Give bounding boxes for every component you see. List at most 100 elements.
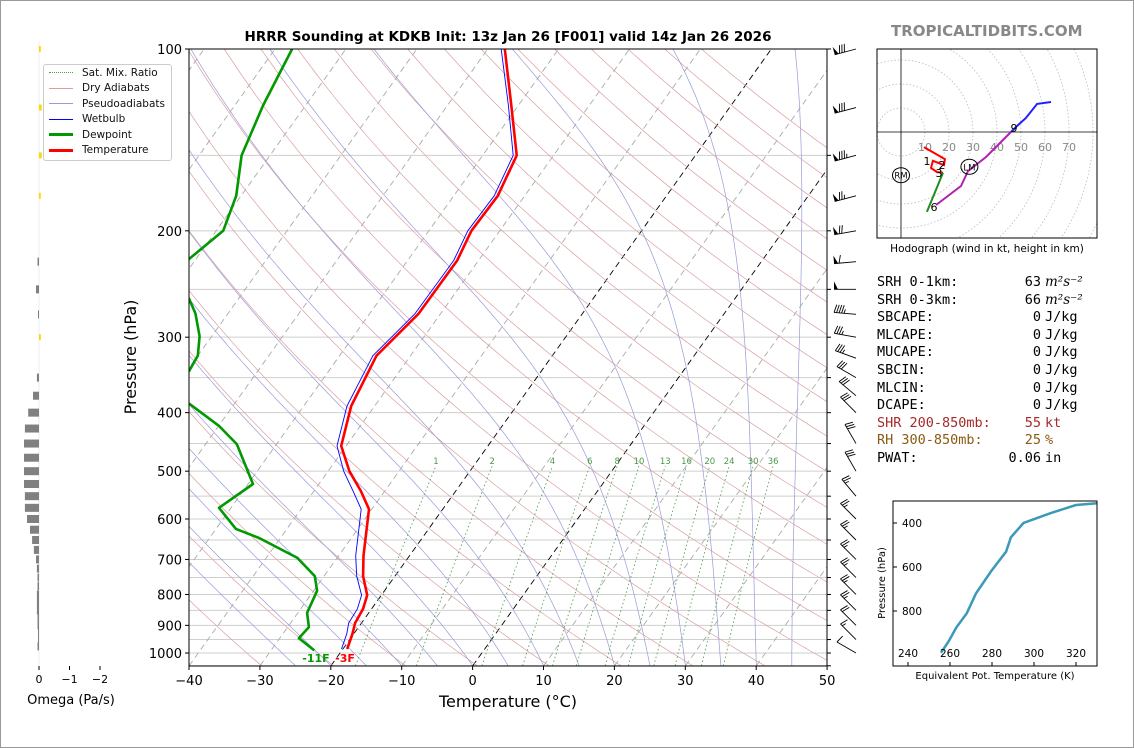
wind-barb (840, 519, 857, 541)
dry-adiabat (189, 290, 622, 666)
barb-full (841, 305, 845, 314)
isotherm (189, 49, 418, 369)
stat-label: MUCAPE: (877, 344, 934, 361)
dry-adiabat (189, 472, 406, 666)
wind-barb (840, 539, 857, 560)
barb-full (840, 392, 848, 398)
dry-adiabat (189, 411, 478, 666)
pressure-tick-label: 600 (157, 513, 182, 528)
stat-row: SRH 0-1km: 63 m²s⁻² (877, 274, 1097, 292)
wind-barb (832, 225, 857, 236)
barb-half (843, 563, 848, 566)
wind-barb (832, 191, 857, 202)
pseudoadiabat (269, 49, 651, 666)
dry-adiabat (189, 535, 334, 666)
legend-item: Sat. Mix. Ratio (49, 65, 171, 81)
barb-half (843, 504, 848, 508)
barb-full (844, 449, 854, 453)
wind-barb (840, 557, 857, 578)
omega-bar (37, 582, 39, 591)
storm-motion-label: LM (963, 163, 975, 173)
barb-staff (838, 381, 857, 397)
barb-staff (840, 594, 857, 611)
omega-bar (38, 310, 39, 319)
barb-full (840, 539, 848, 545)
barb-full (844, 421, 854, 425)
barb-staff (840, 623, 857, 640)
stat-row: MUCAPE: 0 J/kg (877, 344, 1097, 362)
wind-barb (832, 150, 857, 162)
dry-adiabat (297, 49, 827, 508)
temperature-line (339, 49, 519, 650)
highlight-isotherm (330, 49, 772, 666)
theta-e-xtick-label: 260 (940, 648, 960, 660)
isotherm (401, 69, 827, 666)
wind-barb (836, 635, 857, 654)
mixing-ratio-label: 1 (433, 457, 438, 467)
dry-adiabat (370, 49, 827, 437)
barb-full (838, 254, 841, 264)
temperature-tick-label: 30 (677, 674, 694, 689)
isotherm (189, 49, 276, 171)
mixing-ratio-label: 16 (681, 457, 692, 467)
barb-half (843, 544, 848, 548)
wind-barb (838, 376, 857, 397)
legend: Sat. Mix. Ratio Dry Adiabats Pseudoadiabat… (43, 64, 172, 161)
barb-staff (834, 261, 857, 265)
barb-half (844, 480, 849, 484)
barb-half (843, 579, 848, 583)
barb-pennant (832, 193, 839, 202)
hodograph-ring-label: 70 (1062, 141, 1076, 154)
wind-barb (840, 392, 857, 413)
mixing-ratio-line (627, 465, 687, 666)
hodograph-height-label: 6 (931, 201, 938, 214)
barb-staff (844, 424, 857, 444)
pseudoadiabat (189, 298, 509, 666)
mixing-ratio-label: 10 (634, 457, 645, 467)
barb-full (836, 360, 844, 367)
hodograph-frame (876, 48, 1098, 239)
mixing-ratio-line (552, 465, 618, 666)
barb-staff (834, 154, 857, 162)
pseudoadiabat (190, 49, 615, 666)
barb-full (840, 557, 848, 563)
isotherm (259, 49, 701, 666)
legend-swatch (49, 103, 73, 105)
hodograph-ring-label: 60 (1038, 141, 1052, 154)
mixing-ratio-label: 4 (550, 457, 555, 467)
hodograph-segment (935, 131, 1012, 206)
barb-full (843, 477, 852, 482)
omega-bar (33, 391, 39, 400)
dry-adiabat (517, 49, 827, 303)
temperature-tick-label: 20 (606, 674, 623, 689)
barb-full (841, 394, 850, 400)
barb-full (846, 451, 855, 455)
barb-pennant (832, 46, 839, 55)
hodograph-height-label: 9 (1011, 122, 1018, 135)
stat-row: PWAT: 0.06 in (877, 450, 1097, 468)
hodograph-segment (923, 146, 946, 174)
pressure-tick-label: 700 (157, 553, 182, 568)
wind-barb (841, 475, 857, 497)
barb-staff (840, 503, 857, 520)
skewt-plot-area (189, 49, 827, 666)
barb-full (841, 606, 850, 612)
omega-bar (38, 628, 39, 637)
stat-value: 63 (1024, 274, 1041, 290)
skewt-axes-frame (188, 48, 828, 667)
wind-barbs (832, 43, 857, 654)
barb-pennant (832, 105, 839, 114)
omega-bar (36, 590, 39, 599)
temperature-tick-label: 10 (535, 674, 552, 689)
wind-barb (833, 325, 857, 338)
mixing-ratio-label: 24 (724, 457, 735, 467)
stat-label: SRH 0-1km: (877, 274, 959, 290)
stat-label: MLCAPE: (877, 326, 934, 343)
barb-full (833, 325, 839, 334)
mixing-ratio-label: 2 (489, 457, 494, 467)
legend-label: Dry Adiabats (82, 82, 150, 95)
pressure-tick-label: 200 (157, 225, 182, 240)
omega-bar (36, 373, 39, 382)
storm-motion-label: RM (894, 172, 907, 182)
barb-full (841, 576, 850, 582)
